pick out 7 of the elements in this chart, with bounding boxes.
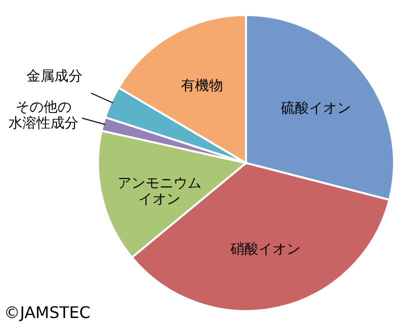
slice-label: 有機物: [181, 78, 224, 94]
slice-label: 硫酸イオン: [281, 100, 352, 117]
text: ©JAMSTEC: [4, 303, 90, 322]
slice-label: 硝酸イオン: [229, 242, 300, 258]
slice-label: 金属成分: [26, 68, 83, 85]
slice-label: その他の水溶性成分: [8, 100, 78, 132]
slice-label: アンモニウムイオン: [118, 176, 202, 208]
